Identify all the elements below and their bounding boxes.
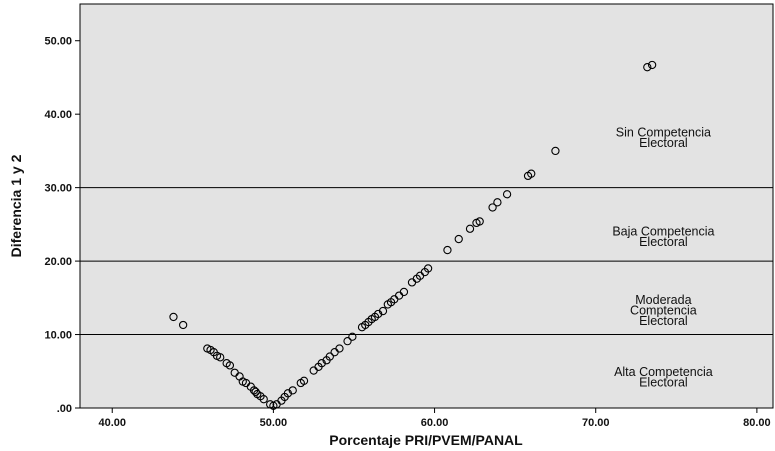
zone-label-line: Baja Competencia <box>612 225 714 239</box>
x-axis-ticks: 40.00 50.00 60.00 70.00 80.00 <box>98 408 771 429</box>
x-axis-title: Porcentaje PRI/PVEM/PANAL <box>329 432 523 448</box>
data-point <box>647 60 657 70</box>
data-point <box>259 395 268 404</box>
data-point <box>527 169 536 178</box>
data-point <box>348 332 357 341</box>
zone-label-line: Electoral <box>639 136 688 150</box>
zone-label-line: Comptencia <box>630 303 697 317</box>
data-point <box>493 198 502 207</box>
data-point <box>488 203 497 212</box>
data-point <box>378 306 388 316</box>
y-tick-label: 20.00 <box>44 256 72 268</box>
zone-label-line: Sin Competencia <box>616 125 711 139</box>
data-point <box>399 287 409 297</box>
data-point <box>475 217 484 226</box>
data-point <box>643 63 652 72</box>
x-tick-label: 40.00 <box>98 417 126 429</box>
zone-label-line: Alta Competencia <box>614 365 713 379</box>
x-tick-label: 50.00 <box>260 417 288 429</box>
y-tick-label: 50.00 <box>44 36 72 48</box>
x-tick-label: 60.00 <box>421 417 449 429</box>
y-axis-ticks: .00 10.00 20.00 30.00 40.00 50.00 <box>44 36 80 415</box>
y-tick-label: 10.00 <box>44 330 72 342</box>
zone-label-line: Moderada <box>635 293 691 307</box>
data-points <box>169 60 657 410</box>
data-point <box>454 234 463 244</box>
data-point <box>325 352 334 361</box>
data-point <box>465 224 475 233</box>
y-tick-label: 40.00 <box>44 109 72 121</box>
plot-background <box>79 3 774 409</box>
data-point <box>216 353 225 362</box>
zone-label-line: Electoral <box>639 235 688 249</box>
data-point <box>551 146 560 156</box>
x-tick-label: 70.00 <box>582 417 610 429</box>
y-tick-label: .00 <box>57 403 72 415</box>
data-point <box>299 376 309 385</box>
data-point <box>169 312 178 322</box>
data-point <box>443 245 452 255</box>
data-point <box>251 387 260 396</box>
data-point <box>502 190 512 199</box>
y-axis-title: Diferencia 1 y 2 <box>8 154 24 257</box>
data-point <box>343 337 352 346</box>
reference-lines <box>80 187 773 336</box>
zone-label-line: Electoral <box>639 375 688 389</box>
data-point <box>178 320 188 330</box>
data-point <box>225 361 235 370</box>
data-point <box>423 264 433 273</box>
zone-label-line: Electoral <box>639 314 688 328</box>
data-point <box>288 386 297 395</box>
data-point <box>335 344 344 353</box>
y-tick-label: 30.00 <box>44 183 72 195</box>
x-tick-label: 80.00 <box>743 417 771 429</box>
